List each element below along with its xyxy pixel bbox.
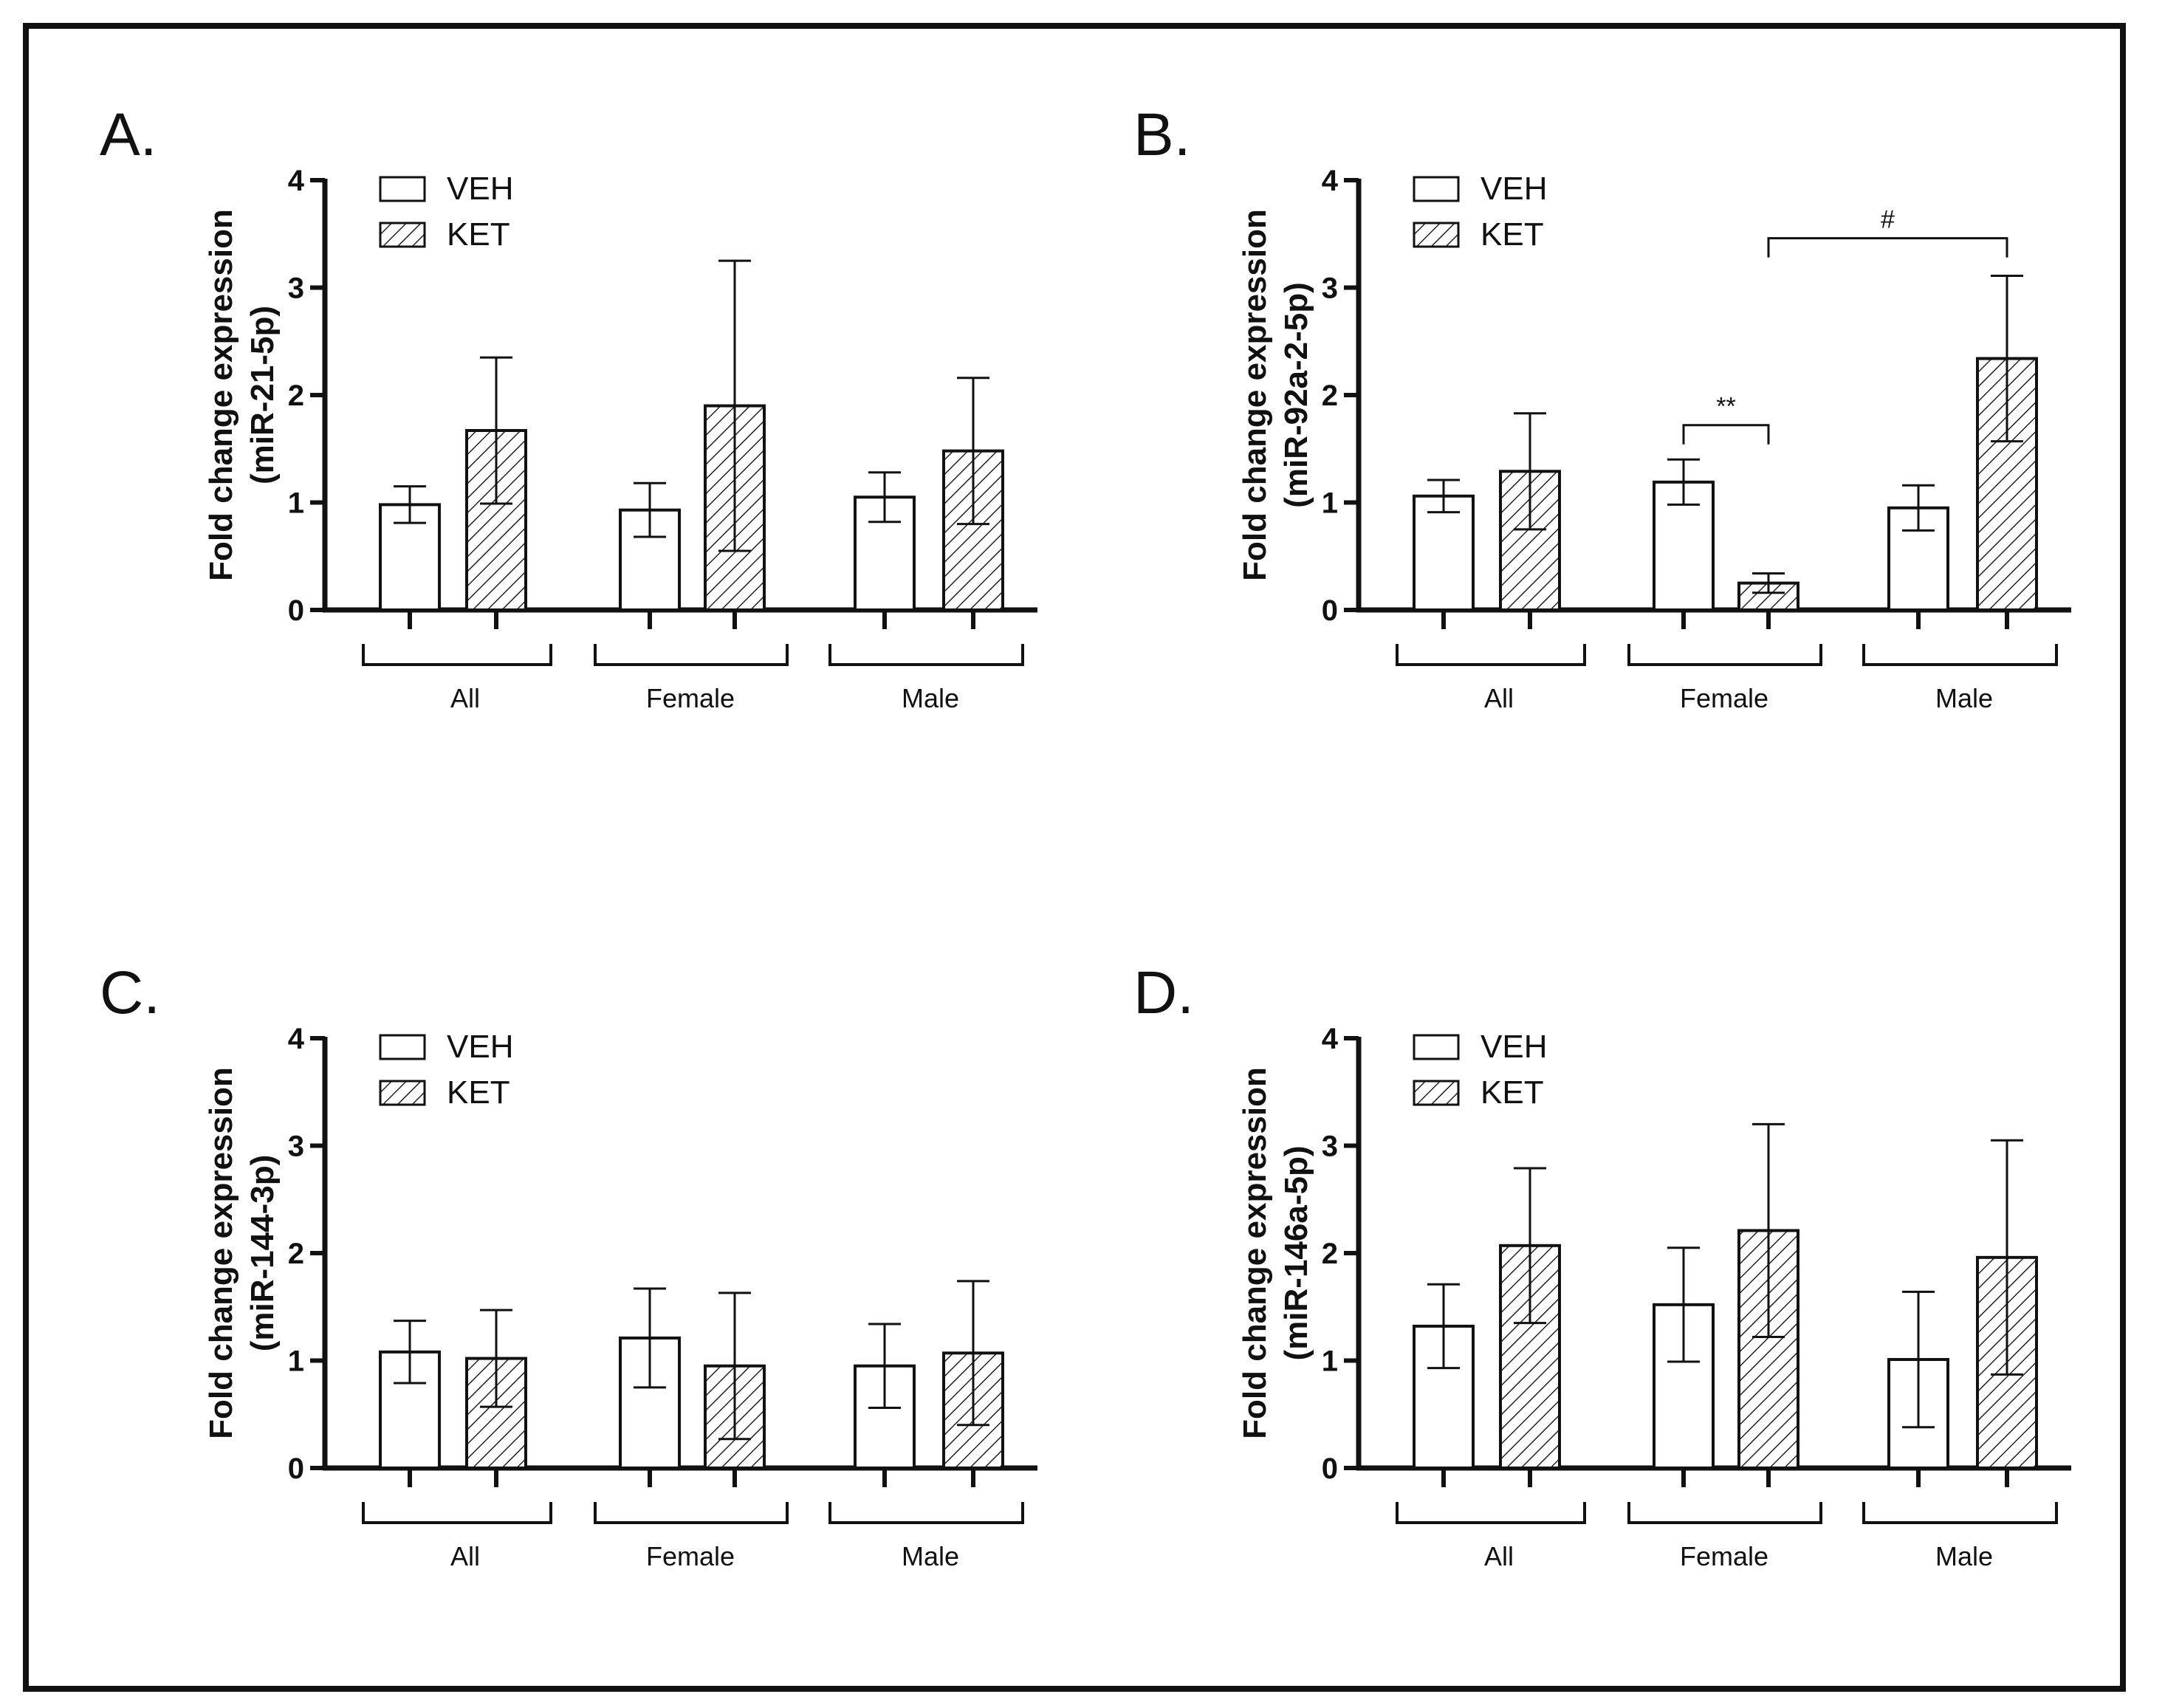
y-tick-label: 3 [1322, 272, 1338, 305]
y-tick-label: 0 [1322, 1453, 1338, 1485]
y-tick-label: 1 [288, 1345, 304, 1378]
y-tick-label: 2 [1322, 1238, 1338, 1270]
legend-swatch-ket [379, 1080, 426, 1106]
legend-swatch-veh [1413, 176, 1460, 202]
legend-label-ket: KET [1480, 1074, 1544, 1111]
group-label-male: Male [902, 683, 959, 713]
y-tick-label: 2 [1322, 380, 1338, 412]
y-axis-label: Fold change expression (miR-144-3p) [203, 1067, 281, 1439]
group-bracket [1862, 644, 2058, 666]
y-tick-label: 0 [288, 594, 304, 627]
bar-veh-all [1413, 494, 1475, 612]
legend-label-veh: VEH [1480, 171, 1547, 207]
legend-swatch-veh [1413, 1034, 1460, 1060]
chart-panel-b: B.Fold change expression (miR-92a-2-5p)01… [1133, 101, 2071, 713]
group-label-all: All [450, 1541, 480, 1571]
group-label-all: All [1484, 683, 1514, 713]
legend: VEH KET [1413, 1029, 1547, 1111]
legend-swatch-ket [1413, 222, 1460, 248]
group-bracket [594, 1502, 789, 1524]
y-tick-label: 1 [1322, 1345, 1338, 1378]
group-bracket [828, 1502, 1024, 1524]
group-bracket [362, 1502, 552, 1524]
y-tick-label: 1 [288, 487, 304, 520]
legend-swatch-ket [1413, 1080, 1460, 1106]
y-axis-label-line1: Fold change expression [1237, 209, 1273, 581]
legend-label-veh: VEH [1480, 1029, 1547, 1065]
legend-label-veh: VEH [447, 171, 513, 207]
legend-swatch-ket [379, 222, 426, 248]
chart-panel-a: A.Fold change expression (miR-21-5p)01234… [100, 101, 1037, 713]
bar-veh-female [1653, 1303, 1715, 1470]
y-axis-label-line1: Fold change expression [203, 209, 239, 581]
group-bracket [828, 644, 1024, 666]
y-tick-label: 4 [288, 1023, 305, 1055]
y-axis-label-line2: (miR-144-3p) [244, 1155, 281, 1352]
legend-label-ket: KET [447, 216, 510, 253]
group-bracket [362, 644, 552, 666]
y-axis-label-line1: Fold change expression [1237, 1067, 1273, 1439]
group-label-male: Male [1935, 1541, 1993, 1571]
group-label-female: Female [646, 683, 735, 713]
y-axis-label: Fold change expression (miR-92a-2-5p) [1237, 209, 1314, 581]
significance-marker: ** [1716, 393, 1735, 421]
group-bracket [1627, 644, 1822, 666]
y-tick-label: 2 [288, 1238, 304, 1270]
group-label-female: Female [1680, 1541, 1768, 1571]
y-tick-label: 0 [288, 1453, 304, 1485]
legend: VEH KET [379, 1029, 513, 1111]
y-tick-label: 4 [288, 165, 305, 197]
group-bracket [1396, 644, 1586, 666]
y-tick-label: 4 [1322, 165, 1339, 197]
y-tick-label: 4 [1322, 1023, 1339, 1055]
y-tick-label: 2 [288, 380, 304, 412]
group-label-female: Female [1680, 683, 1768, 713]
y-axis-label-line2: (miR-146a-5p) [1278, 1146, 1314, 1361]
y-axis-label: Fold change expression (miR-21-5p) [203, 209, 281, 581]
y-tick-label: 3 [288, 1131, 304, 1163]
group-bracket [594, 644, 789, 666]
legend-label-ket: KET [1480, 216, 1544, 253]
panel-label: B. [1133, 101, 1190, 168]
legend-swatch-veh [379, 1034, 426, 1060]
group-label-all: All [450, 683, 480, 713]
panel-label: A. [100, 101, 157, 168]
y-axis-label: Fold change expression (miR-146a-5p) [1237, 1067, 1314, 1439]
significance-bracket [1682, 424, 1770, 445]
y-tick-label: 3 [288, 272, 304, 305]
group-bracket [1396, 1502, 1586, 1524]
group-label-all: All [1484, 1541, 1514, 1571]
group-bracket [1627, 1502, 1822, 1524]
legend-label-ket: KET [447, 1074, 510, 1111]
figure-frame [23, 23, 2126, 1692]
legend-label-veh: VEH [447, 1029, 513, 1065]
significance-marker: # [1881, 206, 1895, 234]
y-axis-label-line1: Fold change expression [203, 1067, 239, 1439]
chart-panel-d: D.Fold change expression (miR-146a-5p)012… [1133, 959, 2071, 1571]
y-tick-label: 0 [1322, 594, 1338, 627]
y-axis-label-line2: (miR-92a-2-5p) [1278, 282, 1314, 508]
y-tick-label: 3 [1322, 1131, 1338, 1163]
y-tick-label: 1 [1322, 487, 1338, 520]
group-label-male: Male [1935, 683, 1993, 713]
legend: VEH KET [379, 171, 513, 253]
legend: VEH KET [1413, 171, 1547, 253]
y-axis-label-line2: (miR-21-5p) [244, 306, 281, 484]
group-label-male: Male [902, 1541, 959, 1571]
panel-label: D. [1133, 959, 1194, 1026]
panel-label: C. [100, 959, 160, 1026]
significance-bracket [1767, 237, 2008, 258]
group-bracket [1862, 1502, 2058, 1524]
chart-panel-c: C.Fold change expression (miR-144-3p)0123… [100, 959, 1037, 1571]
legend-swatch-veh [379, 176, 426, 202]
group-label-female: Female [646, 1541, 735, 1571]
